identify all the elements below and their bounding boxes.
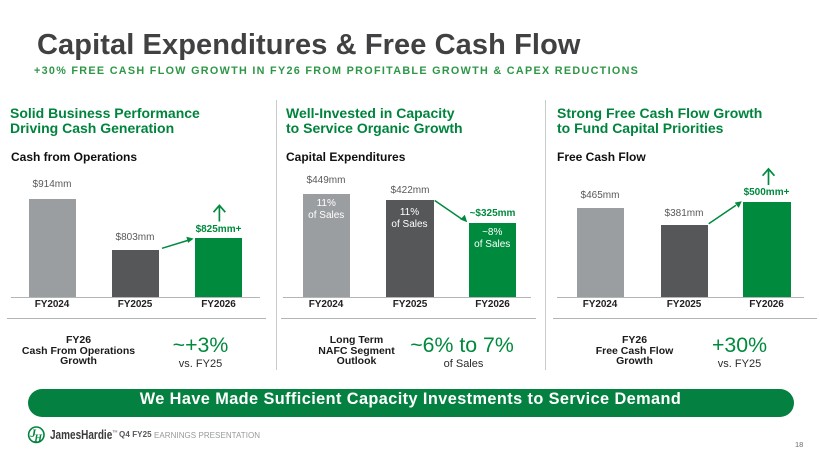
svg-text:J: J <box>29 428 37 440</box>
svg-text:H: H <box>33 433 43 444</box>
